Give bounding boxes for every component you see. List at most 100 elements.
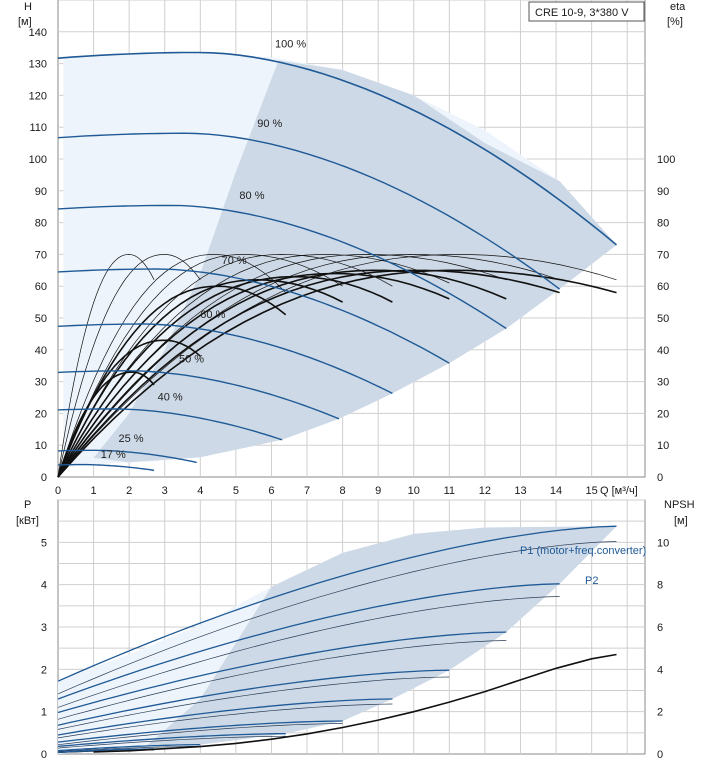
p2-curve — [57, 676, 450, 730]
y-tick-label: 140 — [29, 27, 47, 39]
y2-tick-label: 80 — [657, 218, 669, 230]
speed-curve — [58, 463, 155, 471]
speed-curve-label: 90 % — [257, 118, 282, 130]
y2-tick-label: 90 — [657, 186, 669, 198]
chart-title-box: CRE 10-9, 3*380 V — [528, 1, 645, 22]
y-tick-label: 70 — [35, 249, 47, 261]
efficiency-curve — [57, 254, 393, 478]
y-tick-label: 50 — [35, 313, 47, 325]
p2-curve — [57, 640, 507, 720]
speed-curve-label: 40 % — [158, 392, 183, 404]
y-tick-label: 90 — [35, 186, 47, 198]
p1-curve — [57, 669, 450, 726]
efficiency-curve — [57, 254, 155, 478]
y-axis-unit-head: [м] — [18, 16, 32, 28]
speed-curve-label: 60 % — [200, 309, 225, 321]
x-tick-label: 6 — [268, 485, 274, 497]
p2-curve — [57, 723, 343, 746]
p2-curve — [57, 703, 393, 739]
speed-curve-label: 25 % — [118, 433, 143, 445]
y-tick-label: 4 — [41, 580, 47, 592]
y-tick-label: 10 — [35, 440, 47, 452]
chart-title: CRE 10-9, 3*380 V — [535, 7, 629, 19]
x-tick-label: 5 — [233, 485, 239, 497]
efficiency-curve — [57, 254, 507, 478]
p1-series-label: P1 (motor+freq.converter) — [520, 545, 646, 557]
y2-tick-label: 20 — [657, 408, 669, 420]
y2-tick-label: 10 — [657, 440, 669, 452]
p1-curve — [57, 733, 286, 748]
speed-curve-label: 17 % — [101, 449, 126, 461]
y-tick-label: 5 — [41, 537, 47, 549]
x-tick-label: 15 — [586, 485, 598, 497]
efficiency-curve — [57, 275, 393, 478]
speed-curve — [57, 323, 393, 395]
speed-curve — [57, 370, 340, 420]
speed-curve — [57, 204, 507, 330]
p1-curve — [57, 744, 201, 752]
y2-tick-label: 0 — [657, 472, 663, 484]
power-npsh-plot: P [кВт] 1 2 3 4 5 0 NPSH [м] 2 4 6 8 10 0 P1 (motor+freq… — [16, 499, 695, 761]
speed-curve-label: 50 % — [179, 354, 204, 366]
speed-curve-label: 70 % — [222, 255, 247, 267]
y2-tick-label: 6 — [657, 622, 663, 634]
speed-curve — [57, 132, 561, 290]
y-tick-label: 120 — [29, 90, 47, 102]
speed-curve — [57, 51, 618, 246]
y2-tick-label: 8 — [657, 580, 663, 592]
efficiency-curve — [57, 269, 560, 478]
y-axis-unit-power: [кВт] — [16, 515, 39, 527]
x-tick-label: 10 — [408, 485, 420, 497]
y2-tick-label: 4 — [657, 664, 663, 676]
efficiency-curve — [57, 254, 560, 478]
y-tick-label: 3 — [41, 622, 47, 634]
y2-tick-label: 40 — [657, 345, 669, 357]
power-best-region — [146, 526, 617, 746]
y-tick-label: 60 — [35, 281, 47, 293]
y-tick-label: 2 — [41, 664, 47, 676]
y-tick-label: 110 — [29, 122, 47, 134]
x-tick-label: 9 — [375, 485, 381, 497]
y2-tick-label: 100 — [657, 154, 675, 166]
x-tick-label: 13 — [514, 485, 526, 497]
p1-curve — [57, 748, 155, 753]
y2-axis-label-npsh: NPSH — [664, 499, 695, 511]
p1-curve — [57, 631, 507, 714]
speed-curve-label: 100 % — [275, 39, 306, 51]
y2-axis-label-eta: eta — [670, 1, 686, 13]
x-tick-label: 7 — [304, 485, 310, 497]
x-tick-label: 8 — [340, 485, 346, 497]
efficiency-curve — [57, 254, 201, 478]
x-tick-label: 3 — [162, 485, 168, 497]
x-tick-label: 4 — [197, 485, 203, 497]
y2-tick-label: 30 — [657, 377, 669, 389]
y-tick-label: 80 — [35, 218, 47, 230]
y2-axis-unit-npsh: [м] — [674, 515, 688, 527]
p2-curve — [57, 596, 560, 708]
efficiency-curve — [57, 278, 343, 478]
speed-curve — [57, 449, 197, 464]
head-efficiency-plot: 100 % 90 % 80 % 70 % 60 % 50 % 40 % 25 % 17 % H [м… — [18, 0, 686, 497]
y2-tick-label: 0 — [657, 749, 663, 761]
best-efficiency-region — [93, 60, 617, 463]
x-tick-label: 1 — [91, 485, 97, 497]
y-tick-label: 1 — [41, 707, 47, 719]
p2-curve — [57, 541, 617, 695]
efficiency-curve — [57, 269, 617, 478]
p2-curve — [57, 746, 201, 752]
efficiency-curve — [57, 254, 286, 478]
efficiency-curve — [57, 254, 617, 478]
x-tick-label: 11 — [444, 485, 455, 497]
y-tick-label: 130 — [29, 59, 47, 71]
p1-curve — [57, 698, 393, 736]
p1-curve — [57, 525, 617, 682]
x-axis-label: Q [м³/ч] — [600, 485, 638, 497]
y-tick-label: 40 — [35, 345, 47, 357]
y2-tick-label: 60 — [657, 281, 669, 293]
y-tick-label: 30 — [35, 377, 47, 389]
y2-tick-label: 2 — [657, 707, 663, 719]
y2-tick-label: 50 — [657, 313, 669, 325]
x-tick-label: 0 — [55, 485, 61, 497]
y2-tick-label: 70 — [657, 249, 669, 261]
